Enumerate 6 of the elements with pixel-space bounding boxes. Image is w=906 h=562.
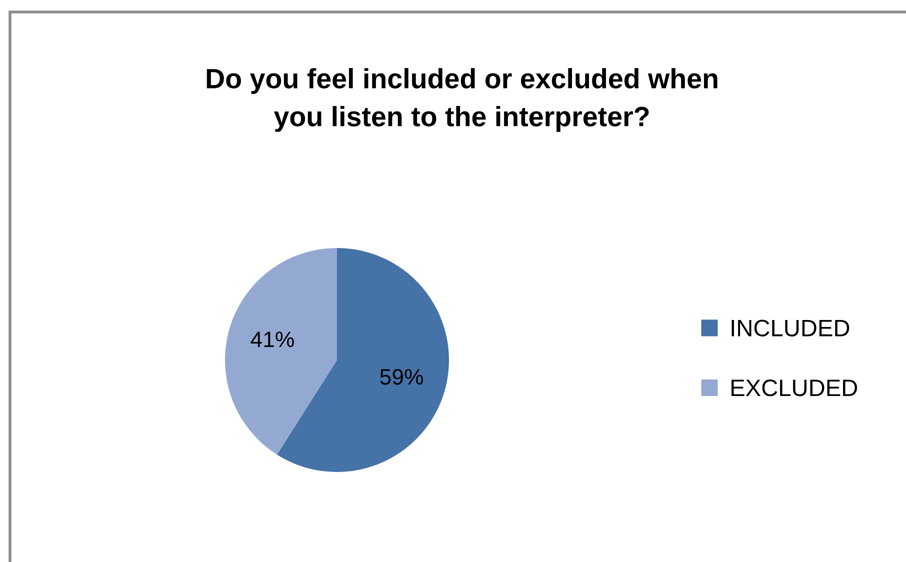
pie-slice bbox=[225, 248, 337, 455]
data-label: 59% bbox=[380, 368, 423, 385]
legend-label: EXCLUDED bbox=[732, 380, 858, 396]
legend-label: INCLUDED bbox=[732, 320, 850, 336]
data-label: 41% bbox=[250, 332, 294, 348]
chart-title: Do you feel included or excluded when you listen to the interpreter? bbox=[206, 68, 718, 132]
